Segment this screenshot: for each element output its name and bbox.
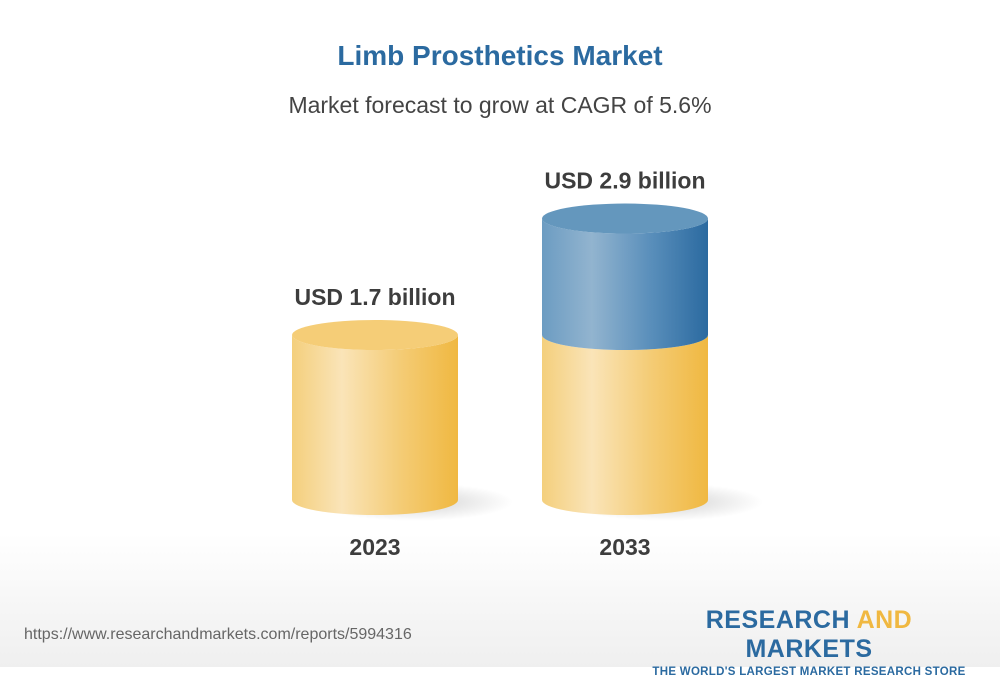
cylinder-top (292, 320, 458, 350)
cylinder-bar (292, 335, 458, 515)
report-url[interactable]: https://www.researchandmarkets.com/repor… (24, 626, 412, 643)
research-and-markets-logo: RESEARCH AND MARKETS THE WORLD'S LARGEST… (652, 606, 966, 678)
category-label: 2033 (599, 534, 650, 560)
data-label: USD 1.7 billion (294, 284, 455, 310)
cylinder-growth-segment (542, 218, 708, 350)
cylinder-base-segment (542, 335, 708, 515)
category-label: 2023 (349, 534, 400, 560)
chart-title: Limb Prosthetics Market (337, 40, 663, 71)
chart-subtitle: Market forecast to grow at CAGR of 5.6% (288, 92, 712, 118)
cylinder-top (542, 203, 708, 234)
data-label: USD 2.9 billion (544, 168, 705, 194)
